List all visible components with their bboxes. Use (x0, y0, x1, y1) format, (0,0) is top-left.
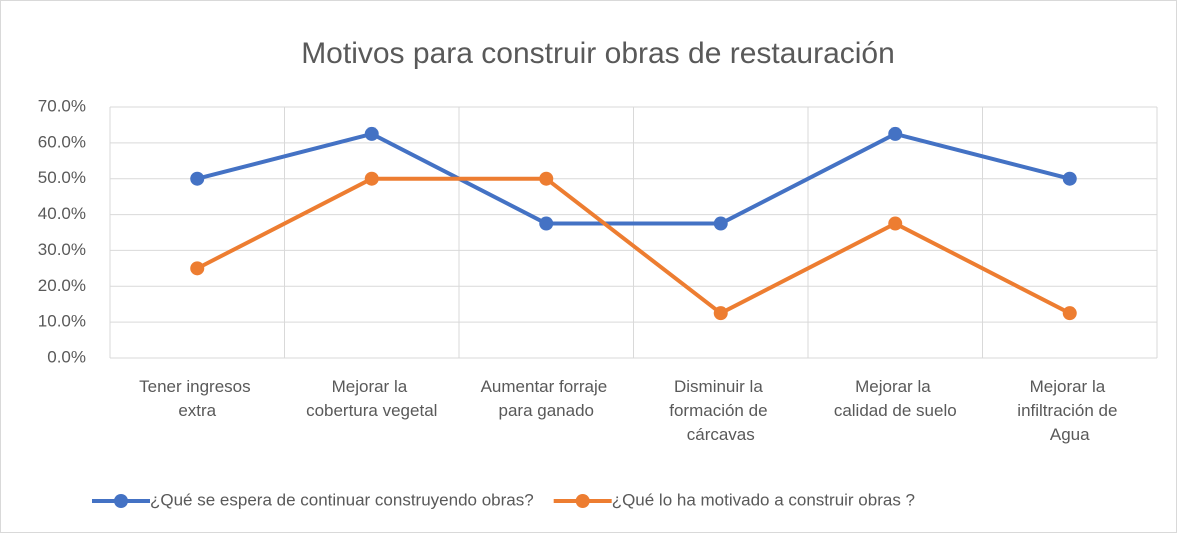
data-point (539, 171, 554, 186)
legend-marker (575, 494, 590, 508)
legend-marker (114, 494, 128, 508)
data-point (713, 216, 728, 231)
data-point (190, 261, 205, 276)
y-tick-label: 30.0% (38, 240, 86, 259)
y-tick-label: 60.0% (38, 132, 86, 151)
y-tick-label: 70.0% (38, 96, 86, 115)
data-point (888, 126, 903, 141)
x-tick-label: Tener ingresos extra (139, 377, 255, 420)
series-line (195, 131, 1072, 226)
data-point (364, 126, 379, 141)
x-tick-label: Mejorar la infiltración de Agua (1017, 377, 1122, 444)
data-point (1062, 306, 1077, 321)
data-point (1062, 171, 1077, 186)
data-point (888, 216, 903, 231)
data-point (539, 216, 554, 231)
series-line (195, 176, 1072, 316)
y-tick-label: 10.0% (38, 312, 86, 331)
y-tick-label: 20.0% (38, 276, 86, 295)
x-tick-label: Aumentar forraje para ganado (481, 377, 612, 420)
data-point (713, 306, 728, 321)
x-tick-label: Disminuir la formación de cárcavas (669, 377, 772, 444)
chart-title: Motivos para construir obras de restaura… (301, 37, 895, 70)
x-tick-label: Mejorar la cobertura vegetal (306, 377, 437, 420)
x-tick-label: Mejorar la calidad de suelo (834, 377, 957, 420)
data-point (364, 171, 379, 186)
y-tick-label: 40.0% (38, 204, 86, 223)
y-tick-label: 0.0% (47, 347, 86, 366)
y-tick-label: 50.0% (38, 168, 86, 187)
legend-label: ¿Qué lo ha motivado a construir obras ? (612, 490, 915, 509)
legend-label: ¿Qué se espera de continuar construyendo… (150, 490, 534, 509)
data-point (190, 171, 205, 186)
